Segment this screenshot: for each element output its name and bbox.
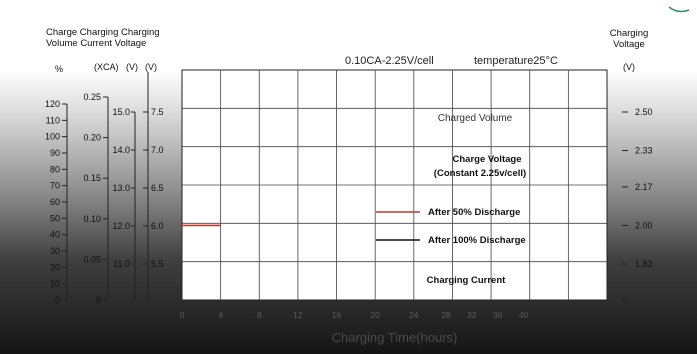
inner-voltage-tick-label: 12.0 bbox=[112, 221, 130, 231]
right-voltage-tick-label: 2.50 bbox=[635, 107, 653, 117]
curve-label-charge-voltage-note: (Constant 2.25v/cell) bbox=[434, 168, 526, 179]
volt-unit-2: (V) bbox=[145, 62, 157, 72]
corner-leaf-icon bbox=[668, 0, 690, 13]
charge-volume-tick-label: 50 bbox=[50, 213, 60, 223]
x-tick-label: 28 bbox=[441, 310, 451, 320]
x-tick-label: 32 bbox=[467, 310, 477, 320]
charging-current-tick-label: 0 bbox=[96, 295, 101, 305]
inner-voltage-tick-label: 11.0 bbox=[113, 259, 130, 269]
volt-unit-right: (V) bbox=[623, 62, 635, 72]
legend-label: After 100% Discharge bbox=[428, 235, 526, 246]
x-tick-label: 12 bbox=[293, 310, 303, 320]
charge-volume-tick-label: 110 bbox=[46, 115, 60, 125]
voltage-tick-label: 5.5 bbox=[151, 259, 164, 269]
charging-current-tick-label: 0.25 bbox=[83, 92, 101, 102]
percent-unit: % bbox=[55, 64, 64, 74]
right-voltage-tick-label: 2.00 bbox=[635, 220, 653, 230]
right-axis-header: Charging Voltage bbox=[608, 28, 650, 50]
charging-current-tick-label: 0.20 bbox=[83, 133, 101, 143]
x-axis-label: Charging Time(hours) bbox=[332, 330, 458, 345]
curve-label-charged-volume: Charged Volume bbox=[438, 113, 513, 124]
right-voltage-tick-label: 2.33 bbox=[635, 146, 653, 156]
charge-volume-tick-label: 40 bbox=[50, 230, 60, 240]
voltage-tick-label: 7.0 bbox=[151, 145, 164, 155]
x-tick-label: 8 bbox=[257, 310, 262, 320]
charge-volume-tick-label: 30 bbox=[50, 246, 60, 256]
chart-condition: temperature25°C bbox=[474, 55, 558, 67]
inner-voltage-tick-label: 14.0 bbox=[112, 145, 130, 155]
charge-volume-tick-label: 120 bbox=[45, 99, 60, 109]
charge-volume-tick-label: 100 bbox=[45, 132, 60, 142]
charge-volume-tick-label: 0 bbox=[55, 295, 60, 305]
x-tick-label: 20 bbox=[370, 310, 380, 320]
curve-label-charging-current: Charging Current bbox=[427, 275, 506, 286]
charge-volume-tick-label: 70 bbox=[50, 181, 60, 191]
charge-volume-tick-label: 10 bbox=[50, 279, 60, 289]
x-tick-label: 24 bbox=[409, 310, 419, 320]
x-tick-label: 16 bbox=[332, 310, 342, 320]
volt-unit-1: (V) bbox=[126, 62, 138, 72]
voltage-tick-label: 6.0 bbox=[151, 221, 164, 231]
charge-volume-tick-label: 60 bbox=[50, 197, 60, 207]
legend-label: After 50% Discharge bbox=[428, 207, 520, 218]
inner-voltage-tick-label: 15.0 bbox=[112, 107, 130, 117]
chart-title: 0.10CA-2.25V/cell bbox=[345, 55, 434, 67]
voltage-tick-label: 7.5 bbox=[151, 107, 164, 117]
voltage-tick-label: 6.5 bbox=[151, 183, 164, 193]
charging-current-tick-label: 0.10 bbox=[83, 214, 101, 224]
right-axis-header-line-2: Voltage bbox=[613, 39, 645, 50]
right-voltage-tick-label: 1.83 bbox=[635, 259, 653, 269]
right-axis-header-line-1: Charging bbox=[609, 28, 649, 39]
x-tick-label: 4 bbox=[218, 310, 223, 320]
left-axes-header: Charge Charging Charging Volume Current … bbox=[46, 27, 160, 49]
curve-label-charge-voltage: Charge Voltage bbox=[453, 154, 522, 165]
charging-current-tick-label: 0.15 bbox=[83, 173, 101, 183]
inner-voltage-tick-label: 13.0 bbox=[112, 183, 130, 193]
left-axes-header-line-1: Charge Charging Charging bbox=[46, 27, 160, 38]
x-tick-label: 40 bbox=[519, 310, 529, 320]
x-tick-label: 36 bbox=[493, 310, 503, 320]
charge-volume-tick-label: 80 bbox=[50, 164, 60, 174]
charge-volume-tick-label: 20 bbox=[50, 262, 60, 272]
charging-current-tick-label: 0.05 bbox=[83, 254, 101, 264]
charge-volume-tick-label: 90 bbox=[50, 148, 60, 158]
x-tick-label: 0 bbox=[180, 310, 185, 320]
right-voltage-tick-label: 2.17 bbox=[635, 182, 653, 192]
left-axes-header-line-2: Volume Current Voltage bbox=[46, 38, 147, 49]
xca-unit: (XCA) bbox=[94, 62, 119, 72]
